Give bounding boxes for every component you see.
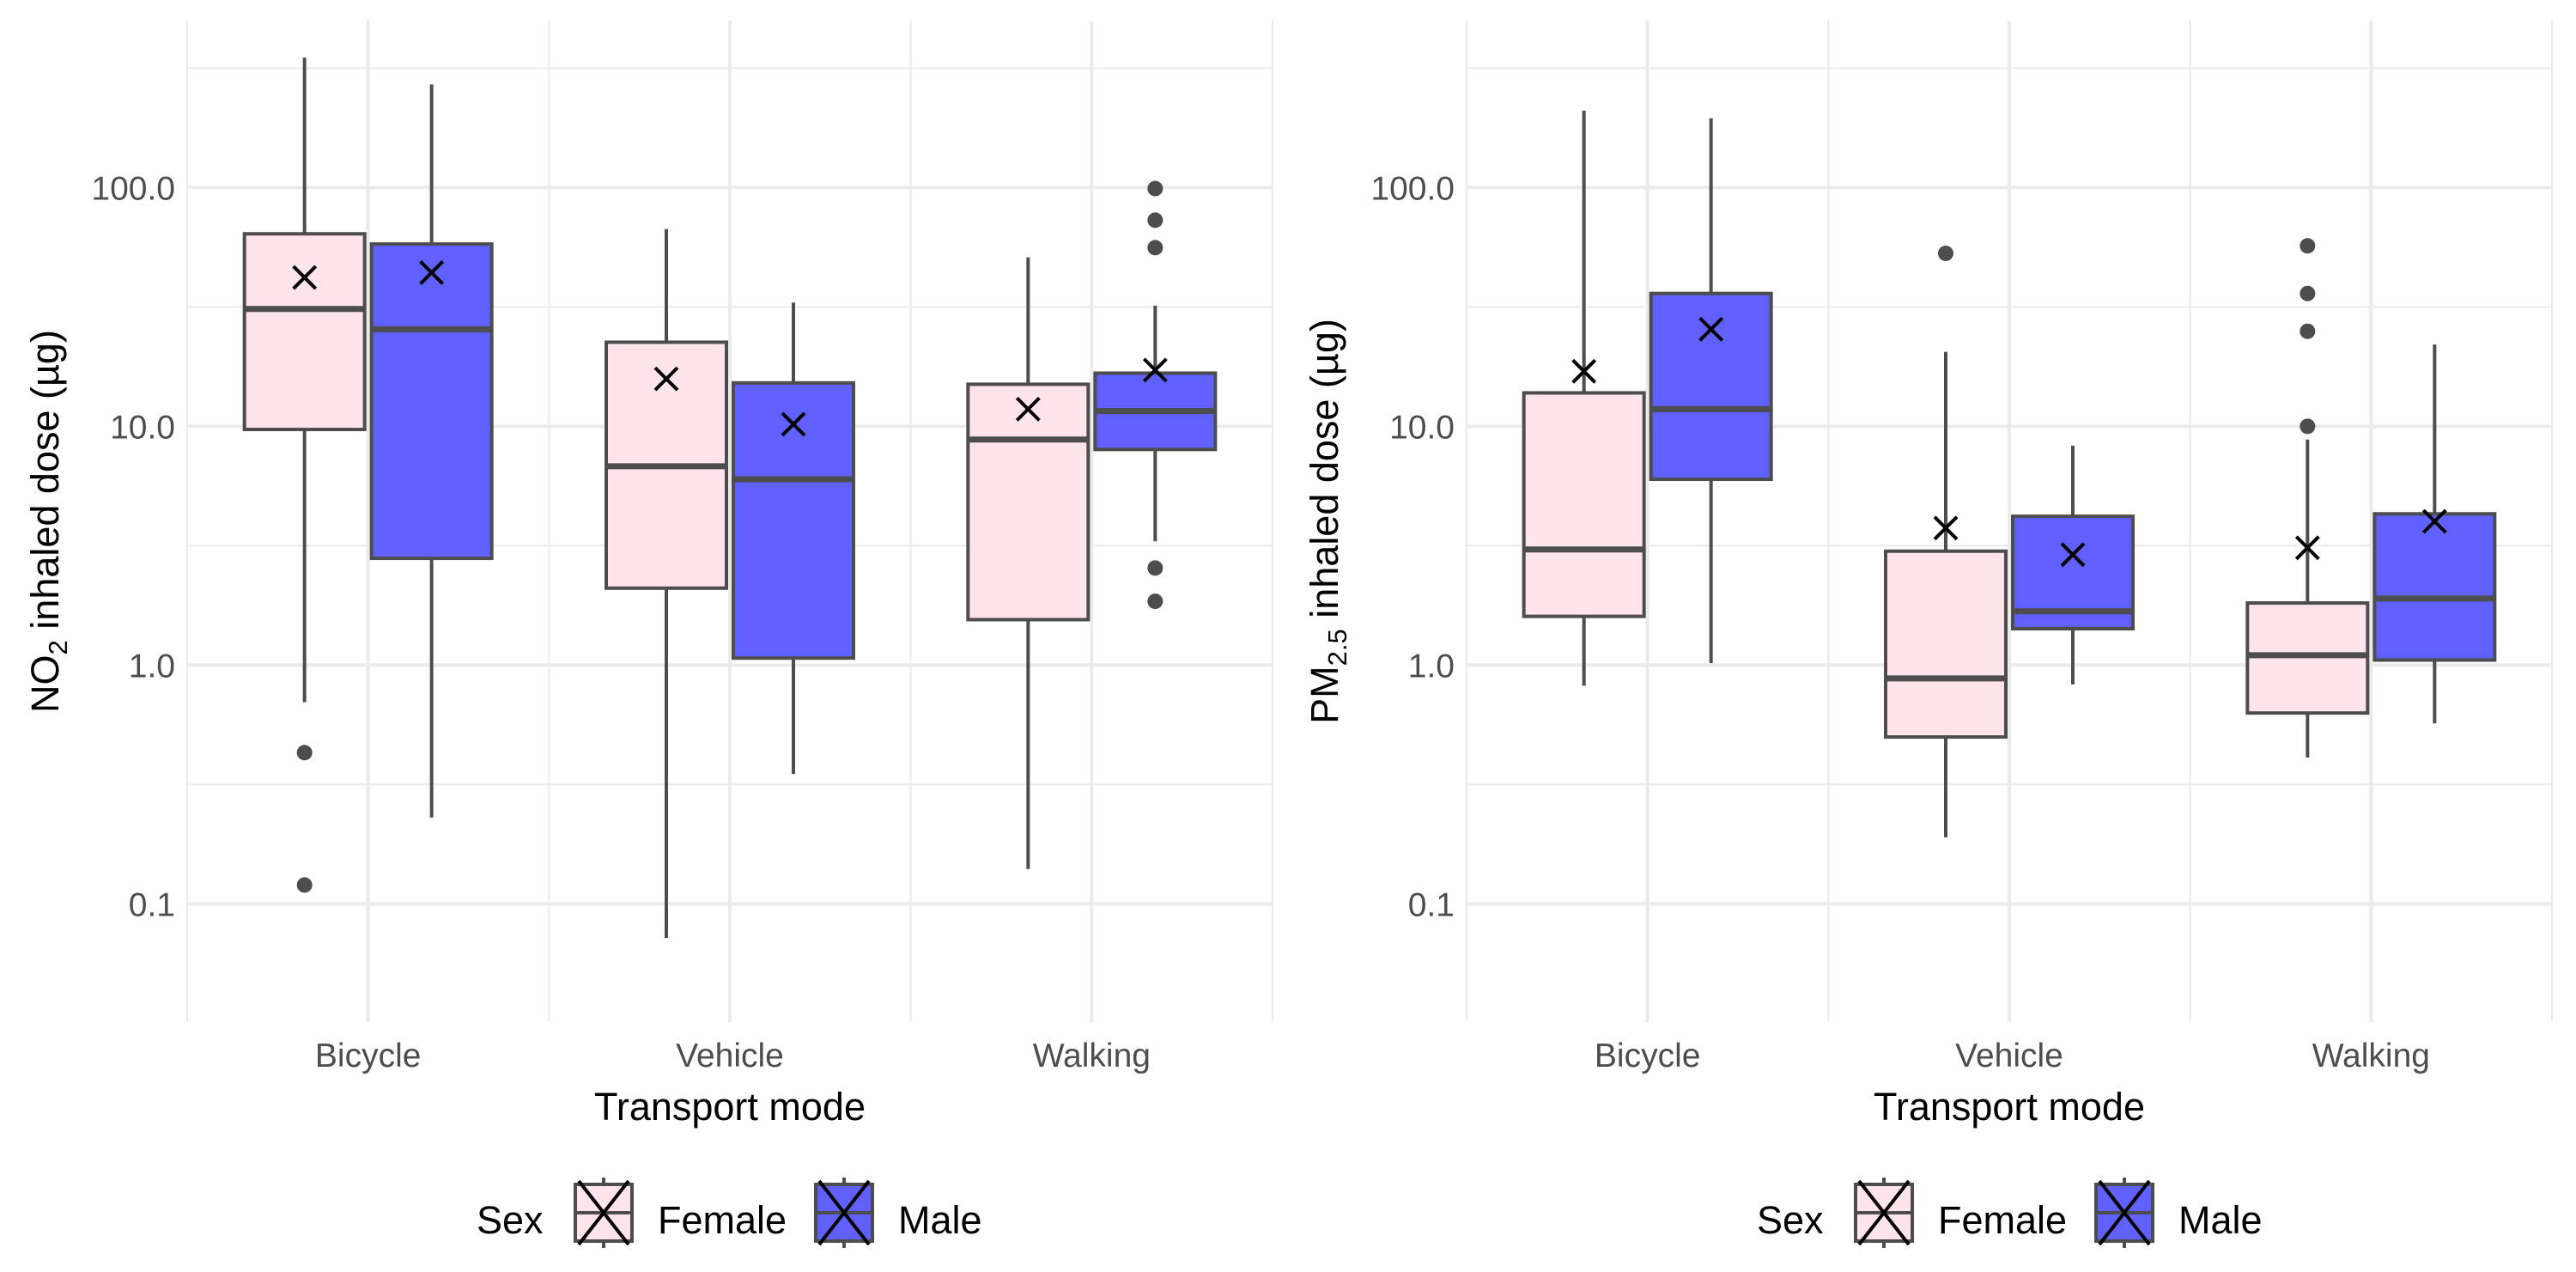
box-iqr <box>242 232 367 432</box>
box-female-vehicle <box>605 228 728 939</box>
box-female-bicycle <box>242 58 367 893</box>
box-male-bicycle <box>369 84 494 818</box>
legend-key-male <box>814 1178 874 1248</box>
legend-key-cross <box>2098 1179 2151 1246</box>
legend-title: Sex <box>477 1198 544 1242</box>
outlier-point <box>296 745 313 761</box>
box-iqr <box>369 242 494 561</box>
outlier-point <box>2300 323 2316 339</box>
panel-1: 0.1 1.0 10.0 100.0 Bicycle Vehicle Walking Tran… <box>23 21 1273 1248</box>
mean-marker <box>653 366 679 392</box>
outlier-point <box>1147 240 1163 256</box>
y-tick-label: 0.1 <box>129 886 175 923</box>
box-iqr <box>732 380 855 660</box>
y-tick-label: 10.0 <box>1389 409 1455 446</box>
outlier-point <box>2300 238 2316 254</box>
y-axis-title-subscript: 2 <box>43 640 73 654</box>
y-tick-label: 10.0 <box>110 409 175 446</box>
legend-key-male <box>2094 1178 2154 1248</box>
mean-marker <box>1015 396 1041 422</box>
box-male-vehicle <box>2011 445 2135 685</box>
outlier-point <box>2300 418 2316 435</box>
box-female-walking <box>2245 238 2370 758</box>
box-iqr <box>966 382 1091 622</box>
x-axis-title: Transport mode <box>1874 1085 2145 1129</box>
box-male-vehicle <box>732 302 855 775</box>
mean-marker <box>2294 535 2320 561</box>
x-tick-label: Walking <box>2312 1038 2430 1074</box>
box-iqr <box>1522 391 1646 618</box>
y-tick-label: 100.0 <box>1370 170 1455 207</box>
legend: Sex Female Male <box>1757 1178 2263 1248</box>
box-male-walking <box>2372 344 2497 724</box>
legend-key-female <box>1854 1178 1914 1248</box>
mean-cross-stroke <box>1015 396 1041 422</box>
x-tick-label: Walking <box>1033 1038 1151 1074</box>
box-iqr <box>1649 291 1773 482</box>
outlier-point <box>296 877 313 893</box>
y-tick-label: 1.0 <box>1408 648 1455 685</box>
x-tick-label: Vehicle <box>676 1038 784 1074</box>
mean-marker <box>1698 316 1724 342</box>
mean-marker <box>781 411 806 437</box>
outlier-point <box>1147 180 1163 197</box>
box-male-walking <box>1093 180 1218 610</box>
mean-cross-stroke <box>1698 316 1724 342</box>
outlier-point <box>1938 245 1953 261</box>
outlier-point <box>1147 212 1163 228</box>
legend-key-cross <box>577 1179 630 1246</box>
x-tick-label: Bicycle <box>1595 1038 1701 1074</box>
mean-cross-stroke <box>653 366 679 392</box>
y-axis-title: NO2 inhaled dose (µg) <box>23 330 73 713</box>
mean-marker <box>1571 358 1597 384</box>
legend-label: Female <box>1938 1198 2067 1242</box>
y-axis-title-subscript: 2.5 <box>1322 629 1352 666</box>
legend-key-cross <box>1857 1179 1911 1246</box>
y-axis-title-main: PM <box>1303 666 1346 724</box>
y-axis-title-unit: inhaled dose (µg) <box>1303 319 1346 629</box>
y-axis-title-main: NO <box>23 654 67 713</box>
mean-marker <box>1933 515 1959 541</box>
box-iqr <box>2372 512 2497 662</box>
legend-label: Male <box>2178 1198 2263 1242</box>
mean-cross-stroke <box>1571 358 1597 384</box>
mean-cross-stroke <box>1933 515 1959 541</box>
box-male-bicycle <box>1649 118 1773 663</box>
y-tick-label: 1.0 <box>129 648 175 685</box>
y-axis-title: PM2.5 inhaled dose (µg) <box>1303 319 1352 724</box>
box-iqr <box>1884 549 2008 739</box>
legend-key-female <box>574 1178 634 1248</box>
x-axis-title: Transport mode <box>594 1085 866 1129</box>
outlier-point <box>2300 285 2316 301</box>
outlier-point <box>1147 560 1163 576</box>
panel-2: 0.1 1.0 10.0 100.0 Bicycle Vehicle Walking Tran… <box>1303 21 2553 1248</box>
box-female-walking <box>966 257 1091 869</box>
legend-label: Male <box>898 1198 982 1242</box>
mean-marker <box>292 265 318 290</box>
legend-key-cross <box>817 1179 871 1246</box>
legend-label: Female <box>658 1198 787 1242</box>
mean-cross-stroke <box>292 265 318 290</box>
mean-cross-stroke <box>2060 542 2086 568</box>
box-female-bicycle <box>1522 110 1646 686</box>
x-tick-label: Vehicle <box>1955 1038 2063 1074</box>
mean-marker <box>1142 357 1168 383</box>
mean-marker <box>2060 542 2086 568</box>
mean-cross-stroke <box>2294 535 2320 561</box>
legend: Sex Female Male <box>477 1178 982 1248</box>
mean-cross-stroke <box>781 411 806 437</box>
y-tick-label: 0.1 <box>1408 886 1455 923</box>
mean-cross-stroke <box>2421 508 2447 534</box>
mean-marker <box>419 260 445 285</box>
y-axis-title-unit: inhaled dose (µg) <box>23 330 67 640</box>
x-tick-label: Bicycle <box>315 1038 422 1074</box>
y-tick-label: 100.0 <box>91 170 175 207</box>
box-female-vehicle <box>1884 245 2008 837</box>
mean-cross-stroke <box>1142 357 1168 383</box>
mean-cross-stroke <box>419 260 445 285</box>
outlier-point <box>1147 593 1163 610</box>
legend-title: Sex <box>1757 1198 1824 1242</box>
mean-marker <box>2421 508 2447 534</box>
